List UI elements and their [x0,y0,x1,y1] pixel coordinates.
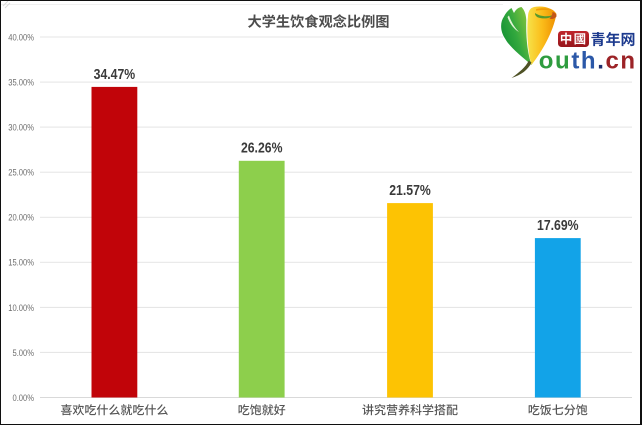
svg-text:34.47%: 34.47% [94,66,136,82]
svg-text:15.00%: 15.00% [8,257,34,268]
svg-text:10.00%: 10.00% [8,302,34,313]
svg-text:5.00%: 5.00% [12,347,34,358]
svg-text:0.00%: 0.00% [12,392,34,403]
svg-text:20.00%: 20.00% [8,212,34,223]
svg-text:26.26%: 26.26% [241,140,283,156]
svg-text:30.00%: 30.00% [8,122,34,133]
svg-text:outh.cn: outh.cn [539,47,637,74]
svg-text:25.00%: 25.00% [8,167,34,178]
svg-text:40.00%: 40.00% [8,32,34,43]
svg-text:35.00%: 35.00% [8,77,34,88]
svg-text:21.57%: 21.57% [389,182,431,198]
svg-text:17.69%: 17.69% [537,217,579,233]
